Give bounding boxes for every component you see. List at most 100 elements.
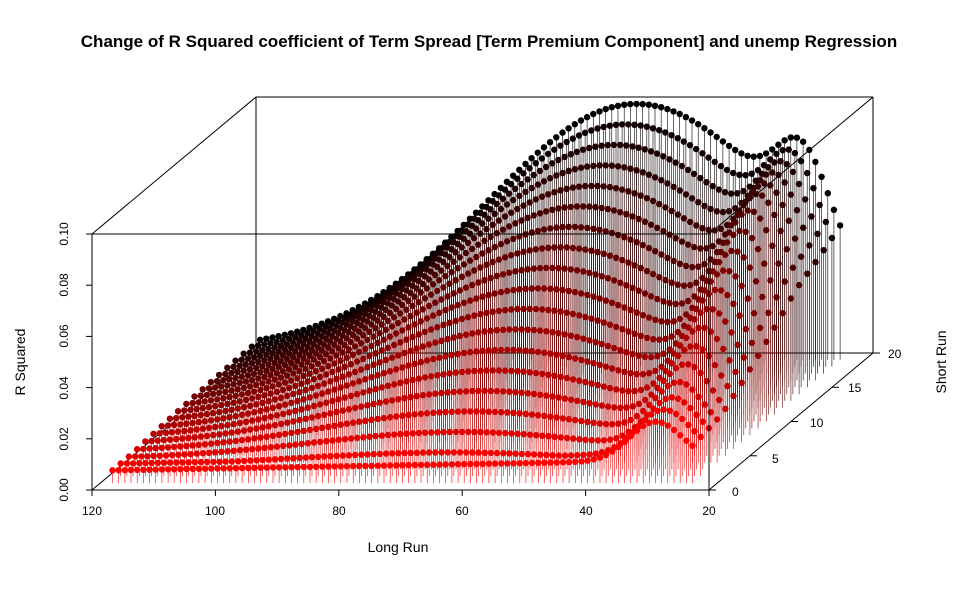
data-point [250, 370, 258, 378]
data-point [450, 449, 458, 456]
data-point [386, 368, 394, 375]
data-point [641, 353, 649, 360]
data-point [174, 408, 182, 415]
data-point [277, 374, 285, 381]
data-point [164, 422, 172, 429]
data-point [477, 428, 484, 436]
data-point [685, 324, 692, 331]
data-point [255, 375, 262, 382]
data-point [724, 291, 731, 299]
data-point [643, 123, 650, 130]
data-point [575, 245, 583, 252]
data-point [586, 451, 593, 458]
data-point [512, 185, 519, 192]
data-point [510, 346, 517, 354]
data-point [618, 121, 626, 128]
data-point [438, 449, 445, 456]
data-point [781, 179, 788, 186]
data-point [442, 272, 449, 280]
data-point [374, 339, 381, 346]
data-point [493, 230, 500, 237]
data-point [271, 344, 278, 351]
data-point [687, 343, 694, 350]
data-point [672, 159, 679, 166]
data-point [510, 286, 517, 294]
data-point [651, 174, 659, 181]
data-point [723, 166, 731, 174]
data-point [287, 330, 295, 337]
data-point [483, 261, 490, 268]
data-point [793, 134, 801, 141]
data-point [738, 150, 745, 157]
data-point [314, 382, 322, 389]
data-point [498, 409, 505, 416]
data-point [325, 362, 332, 370]
data-point [253, 401, 260, 408]
data-point [545, 306, 552, 314]
data-point [662, 276, 669, 284]
data-point [411, 293, 418, 300]
data-point [668, 333, 675, 340]
data-point [783, 246, 790, 253]
data-point [756, 324, 764, 332]
data-point [423, 410, 431, 417]
data-point [489, 308, 496, 315]
data-point [203, 432, 211, 440]
data-point [193, 426, 200, 433]
data-point [645, 244, 653, 252]
data-point [271, 456, 279, 463]
data-point [565, 287, 573, 295]
data-point [308, 414, 316, 421]
data-point [767, 277, 774, 284]
data-point [306, 463, 314, 471]
data-point [695, 324, 702, 332]
data-point [769, 169, 776, 176]
data-point [693, 343, 700, 350]
data-point [571, 121, 578, 128]
data-point [501, 186, 509, 193]
data-point [191, 459, 198, 466]
data-point [676, 378, 684, 386]
data-point [154, 437, 161, 444]
data-point [785, 217, 792, 224]
data-point [473, 460, 480, 468]
data-point [387, 462, 394, 469]
data-point [395, 352, 402, 359]
data-point [748, 339, 756, 347]
data-point [279, 352, 287, 359]
data-point [514, 250, 521, 257]
data-point [491, 243, 498, 251]
data-point [518, 326, 525, 333]
data-point [360, 332, 367, 339]
data-point [736, 171, 743, 178]
data-point [249, 445, 256, 453]
data-point [388, 323, 396, 330]
data-point [232, 357, 239, 364]
data-point [220, 395, 227, 402]
data-point [627, 416, 634, 424]
data-point [610, 207, 618, 214]
data-point [265, 361, 272, 368]
data-point [678, 361, 686, 368]
data-point [520, 305, 527, 313]
data-point [123, 460, 131, 467]
data-point [808, 213, 815, 220]
data-point [516, 410, 523, 417]
data-point [148, 437, 155, 445]
data-point [294, 397, 301, 405]
data-point [236, 447, 244, 454]
data-point [555, 330, 562, 337]
data-point [608, 229, 616, 237]
data-point [462, 331, 470, 338]
data-point [581, 129, 589, 136]
data-point [580, 451, 587, 459]
data-point [532, 369, 540, 377]
data-point [358, 403, 365, 410]
data-point [666, 156, 673, 163]
data-point [425, 341, 433, 348]
data-point [535, 412, 542, 419]
data-point [456, 287, 464, 294]
data-point [528, 459, 536, 467]
data-point [370, 333, 377, 340]
data-point [701, 324, 708, 332]
